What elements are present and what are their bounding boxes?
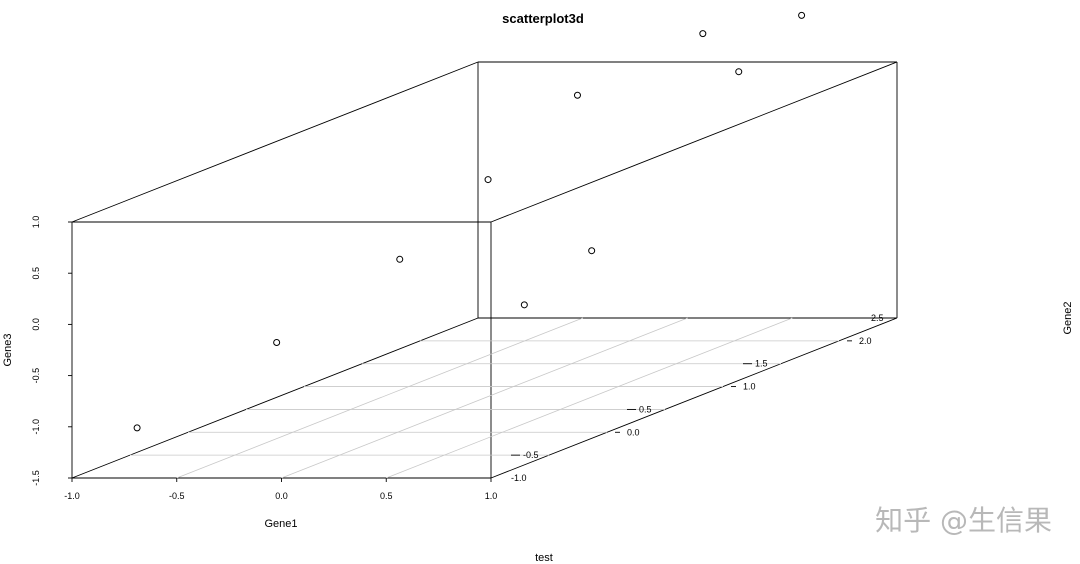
data-point (396, 255, 404, 263)
data-point (735, 68, 743, 76)
y-tick-label: -1.0 (511, 473, 527, 483)
watermark-logo: 知乎 @生信果 (875, 504, 1052, 537)
x-tick-label: -0.5 (169, 491, 185, 501)
z-tick-label: 1.0 (31, 216, 41, 229)
z-axis-label: Gene3 (2, 333, 14, 366)
y-tick-label: 1.5 (755, 359, 768, 369)
data-point (798, 11, 806, 19)
data-point (588, 247, 596, 255)
y-tick-label: 2.5 (871, 313, 884, 323)
z-tick-label: 0.0 (31, 318, 41, 331)
x-axis-label: Gene1 (264, 518, 297, 530)
data-point (133, 424, 141, 432)
data-point (520, 301, 528, 309)
z-tick-label: -0.5 (31, 368, 41, 384)
y-tick-label: 0.5 (639, 404, 652, 414)
z-tick-label: 0.5 (31, 267, 41, 280)
y-axis-label: Gene2 (1062, 301, 1074, 334)
chart-title: scatterplot3d (502, 11, 584, 26)
grid-line-x (386, 317, 793, 479)
z-tick-label: -1.5 (31, 470, 41, 486)
z-tick-label: -1.0 (31, 419, 41, 435)
floor-grid (130, 317, 839, 479)
grid-line-x (176, 317, 583, 479)
box-edge (490, 317, 898, 479)
y-tick-label: -0.5 (523, 450, 539, 460)
y-tick-label: 1.0 (743, 382, 756, 392)
x-tick-label: 1.0 (485, 491, 498, 501)
y-tick-label: 2.0 (859, 336, 872, 346)
x-tick-label: -1.0 (64, 491, 80, 501)
x-tick-label: 0.5 (380, 491, 393, 501)
grid-line-x (281, 317, 688, 479)
x-tick-label: 0.0 (275, 491, 288, 501)
data-point (573, 91, 581, 99)
data-point (484, 176, 492, 184)
y-tick-label: 0.0 (627, 427, 640, 437)
plot-box (71, 61, 898, 479)
data-point (699, 30, 707, 38)
axis-ticks: -1.0 -0.5 0.0 0.5 1.0 -1.5 -1.0 -0.5 0.0 0.5 1.0 -1… (31, 216, 884, 501)
box-edge (71, 317, 479, 479)
sub-label: test (535, 552, 553, 564)
box-edge (490, 61, 898, 223)
data-point (273, 339, 281, 347)
data-points (133, 11, 806, 432)
box-edge (71, 61, 479, 223)
